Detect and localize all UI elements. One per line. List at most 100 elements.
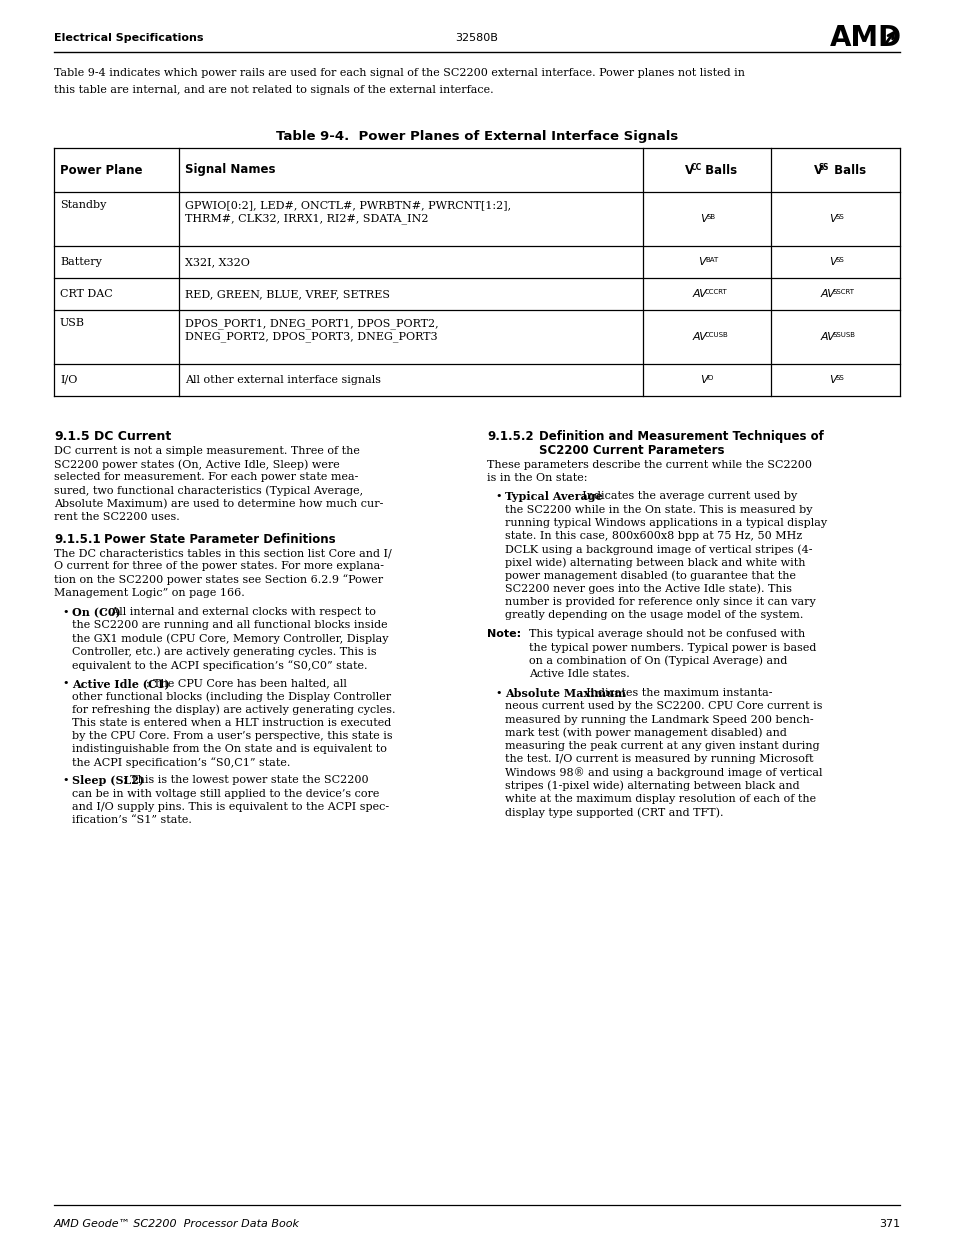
Text: Power State Parameter Definitions: Power State Parameter Definitions [104,534,335,546]
Text: neous current used by the SC2200. CPU Core current is: neous current used by the SC2200. CPU Co… [504,701,821,711]
Text: by the CPU Core. From a user’s perspective, this state is: by the CPU Core. From a user’s perspecti… [71,731,393,741]
Text: O current for three of the power states. For more explana-: O current for three of the power states.… [54,562,384,572]
Text: can be in with voltage still applied to the device’s core: can be in with voltage still applied to … [71,789,379,799]
Text: SSCRT: SSCRT [832,289,854,295]
Text: DC current is not a simple measurement. Three of the: DC current is not a simple measurement. … [54,446,359,456]
Text: V: V [828,257,836,267]
Text: SC2200 power states (On, Active Idle, Sleep) were: SC2200 power states (On, Active Idle, Sl… [54,459,339,469]
Text: the ACPI specification’s “S0,C1” state.: the ACPI specification’s “S0,C1” state. [71,757,290,768]
Text: AV: AV [692,289,706,299]
Text: Absolute Maximum) are used to determine how much cur-: Absolute Maximum) are used to determine … [54,499,383,509]
Text: SS: SS [835,214,843,220]
Text: AMD: AMD [829,23,902,52]
Text: 9.1.5.2: 9.1.5.2 [486,430,533,443]
Text: : Indicates the maximum instanta-: : Indicates the maximum instanta- [578,688,772,698]
Text: V: V [828,214,836,224]
Text: Electrical Specifications: Electrical Specifications [54,33,203,43]
Text: This state is entered when a HLT instruction is executed: This state is entered when a HLT instruc… [71,718,391,727]
Text: 32580B: 32580B [456,33,497,43]
Text: Active Idle states.: Active Idle states. [529,669,629,679]
Text: Active Idle (C1): Active Idle (C1) [71,678,170,689]
Text: •: • [495,492,501,501]
Text: the test. I/O current is measured by running Microsoft: the test. I/O current is measured by run… [504,755,813,764]
Text: SS: SS [818,163,828,173]
Text: V: V [700,375,707,385]
Text: Controller, etc.) are actively generating cycles. This is: Controller, etc.) are actively generatin… [71,647,376,657]
Text: Definition and Measurement Techniques of: Definition and Measurement Techniques of [538,430,823,443]
Text: SSUSB: SSUSB [832,332,855,338]
Text: SC2200 Current Parameters: SC2200 Current Parameters [538,445,723,457]
Text: The DC characteristics tables in this section list Core and I/: The DC characteristics tables in this se… [54,548,392,558]
Text: V: V [700,214,707,224]
Text: SB: SB [706,214,716,220]
Text: RED, GREEN, BLUE, VREF, SETRES: RED, GREEN, BLUE, VREF, SETRES [185,289,390,299]
Text: running typical Windows applications in a typical display: running typical Windows applications in … [504,517,826,527]
Text: Table 9-4 indicates which power rails are used for each signal of the SC2200 ext: Table 9-4 indicates which power rails ar… [54,68,744,78]
Text: for refreshing the display) are actively generating cycles.: for refreshing the display) are actively… [71,704,395,715]
Text: power management disabled (to guarantee that the: power management disabled (to guarantee … [504,571,795,582]
Text: AV: AV [821,332,835,342]
Text: •: • [62,678,69,688]
Text: This typical average should not be confused with: This typical average should not be confu… [529,630,804,640]
Text: number is provided for reference only since it can vary: number is provided for reference only si… [504,597,815,606]
Text: the SC2200 while in the On state. This is measured by: the SC2200 while in the On state. This i… [504,505,812,515]
Text: SS: SS [835,375,843,382]
Text: I/O: I/O [60,375,77,385]
Text: AV: AV [821,289,835,299]
Text: V: V [684,163,693,177]
Text: rent the SC2200 uses.: rent the SC2200 uses. [54,513,179,522]
Text: on a combination of On (Typical Average) and: on a combination of On (Typical Average)… [529,656,786,667]
Text: 9.1.5.1: 9.1.5.1 [54,534,100,546]
Text: : This is the lowest power state the SC2200: : This is the lowest power state the SC2… [123,776,368,785]
Text: : All internal and external clocks with respect to: : All internal and external clocks with … [105,606,376,618]
Text: USB: USB [60,317,85,329]
Text: indistinguishable from the On state and is equivalent to: indistinguishable from the On state and … [71,743,387,755]
Text: measured by running the Landmark Speed 200 bench-: measured by running the Landmark Speed 2… [504,715,813,725]
Text: pixel wide) alternating between black and white with: pixel wide) alternating between black an… [504,557,804,568]
Text: stripes (1-pixel wide) alternating between black and: stripes (1-pixel wide) alternating betwe… [504,781,799,792]
Text: Balls: Balls [700,163,737,177]
Text: and I/O supply pins. This is equivalent to the ACPI spec-: and I/O supply pins. This is equivalent … [71,802,389,811]
Text: AMD Geode™ SC2200  Processor Data Book: AMD Geode™ SC2200 Processor Data Book [54,1219,299,1229]
Text: 9.1.5: 9.1.5 [54,430,90,443]
Text: CCCRT: CCCRT [703,289,726,295]
Text: SS: SS [835,257,843,263]
Text: is in the On state:: is in the On state: [486,473,587,483]
Text: sured, two functional characteristics (Typical Average,: sured, two functional characteristics (T… [54,485,363,496]
Text: : The CPU Core has been halted, all: : The CPU Core has been halted, all [146,678,347,688]
Text: measuring the peak current at any given instant during: measuring the peak current at any given … [504,741,819,751]
Text: X32I, X32O: X32I, X32O [185,257,250,267]
Text: GPWIO[0:2], LED#, ONCTL#, PWRBTN#, PWRCNT[1:2],: GPWIO[0:2], LED#, ONCTL#, PWRBTN#, PWRCN… [185,200,511,210]
Text: the GX1 module (CPU Core, Memory Controller, Display: the GX1 module (CPU Core, Memory Control… [71,634,388,643]
Text: mark test (with power management disabled) and: mark test (with power management disable… [504,727,786,739]
Text: Note:: Note: [486,630,520,640]
Text: BAT: BAT [704,257,718,263]
Text: the SC2200 are running and all functional blocks inside: the SC2200 are running and all functiona… [71,620,387,630]
Text: Standby: Standby [60,200,107,210]
Text: CCUSB: CCUSB [703,332,727,338]
Text: Management Logic” on page 166.: Management Logic” on page 166. [54,588,245,598]
Text: DC Current: DC Current [94,430,172,443]
Text: white at the maximum display resolution of each of the: white at the maximum display resolution … [504,794,815,804]
Text: Balls: Balls [829,163,865,177]
Text: DCLK using a background image of vertical stripes (4-: DCLK using a background image of vertica… [504,545,812,555]
Text: Sleep (SL2): Sleep (SL2) [71,776,144,787]
Text: Windows 98® and using a background image of vertical: Windows 98® and using a background image… [504,767,821,778]
Text: •: • [62,776,69,785]
Text: selected for measurement. For each power state mea-: selected for measurement. For each power… [54,473,358,483]
Text: •: • [495,688,501,698]
Text: other functional blocks (including the Display Controller: other functional blocks (including the D… [71,692,391,701]
Text: CC: CC [690,163,700,173]
Text: Power Plane: Power Plane [60,163,142,177]
Text: Signal Names: Signal Names [185,163,275,177]
Text: greatly depending on the usage model of the system.: greatly depending on the usage model of … [504,610,802,620]
Text: On (C0): On (C0) [71,606,120,618]
Text: IO: IO [706,375,714,382]
Text: AV: AV [692,332,706,342]
Text: V: V [828,375,836,385]
Text: V: V [813,163,821,177]
Text: CRT DAC: CRT DAC [60,289,112,299]
Text: THRM#, CLK32, IRRX1, RI2#, SDATA_IN2: THRM#, CLK32, IRRX1, RI2#, SDATA_IN2 [185,214,428,224]
Text: Absolute Maximum: Absolute Maximum [504,688,625,699]
Text: SC2200 never goes into the Active Idle state). This: SC2200 never goes into the Active Idle s… [504,584,791,594]
